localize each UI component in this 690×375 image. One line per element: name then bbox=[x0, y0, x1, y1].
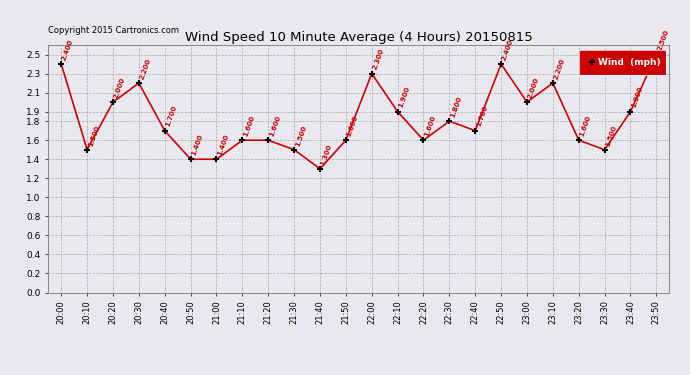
Text: Copyright 2015 Cartronics.com: Copyright 2015 Cartronics.com bbox=[48, 26, 179, 35]
Title: Wind Speed 10 Minute Average (4 Hours) 20150815: Wind Speed 10 Minute Average (4 Hours) 2… bbox=[185, 31, 533, 44]
Text: 1.600: 1.600 bbox=[346, 114, 359, 137]
Text: 1.900: 1.900 bbox=[397, 86, 411, 109]
Text: 1.600: 1.600 bbox=[579, 114, 592, 137]
Text: 1.700: 1.700 bbox=[475, 105, 489, 128]
Text: 1.500: 1.500 bbox=[294, 124, 307, 147]
Text: 2.000: 2.000 bbox=[113, 76, 126, 99]
Text: 1.400: 1.400 bbox=[190, 133, 204, 156]
Text: 2.300: 2.300 bbox=[372, 48, 385, 71]
Text: 1.800: 1.800 bbox=[449, 95, 462, 118]
Text: 2.400: 2.400 bbox=[61, 38, 75, 61]
Text: 1.900: 1.900 bbox=[631, 86, 644, 109]
Text: 1.700: 1.700 bbox=[165, 105, 178, 128]
Text: 1.600: 1.600 bbox=[242, 114, 255, 137]
Text: 2.500: 2.500 bbox=[656, 29, 669, 52]
Text: 2.200: 2.200 bbox=[553, 57, 566, 80]
Text: 1.300: 1.300 bbox=[320, 143, 333, 166]
Text: 1.500: 1.500 bbox=[87, 124, 100, 147]
Text: 1.400: 1.400 bbox=[217, 133, 230, 156]
Text: 2.000: 2.000 bbox=[527, 76, 540, 99]
Text: 1.600: 1.600 bbox=[268, 114, 282, 137]
Text: 1.600: 1.600 bbox=[424, 114, 437, 137]
Text: 1.500: 1.500 bbox=[604, 124, 618, 147]
Text: 2.400: 2.400 bbox=[501, 38, 514, 61]
Text: 2.200: 2.200 bbox=[139, 57, 152, 80]
